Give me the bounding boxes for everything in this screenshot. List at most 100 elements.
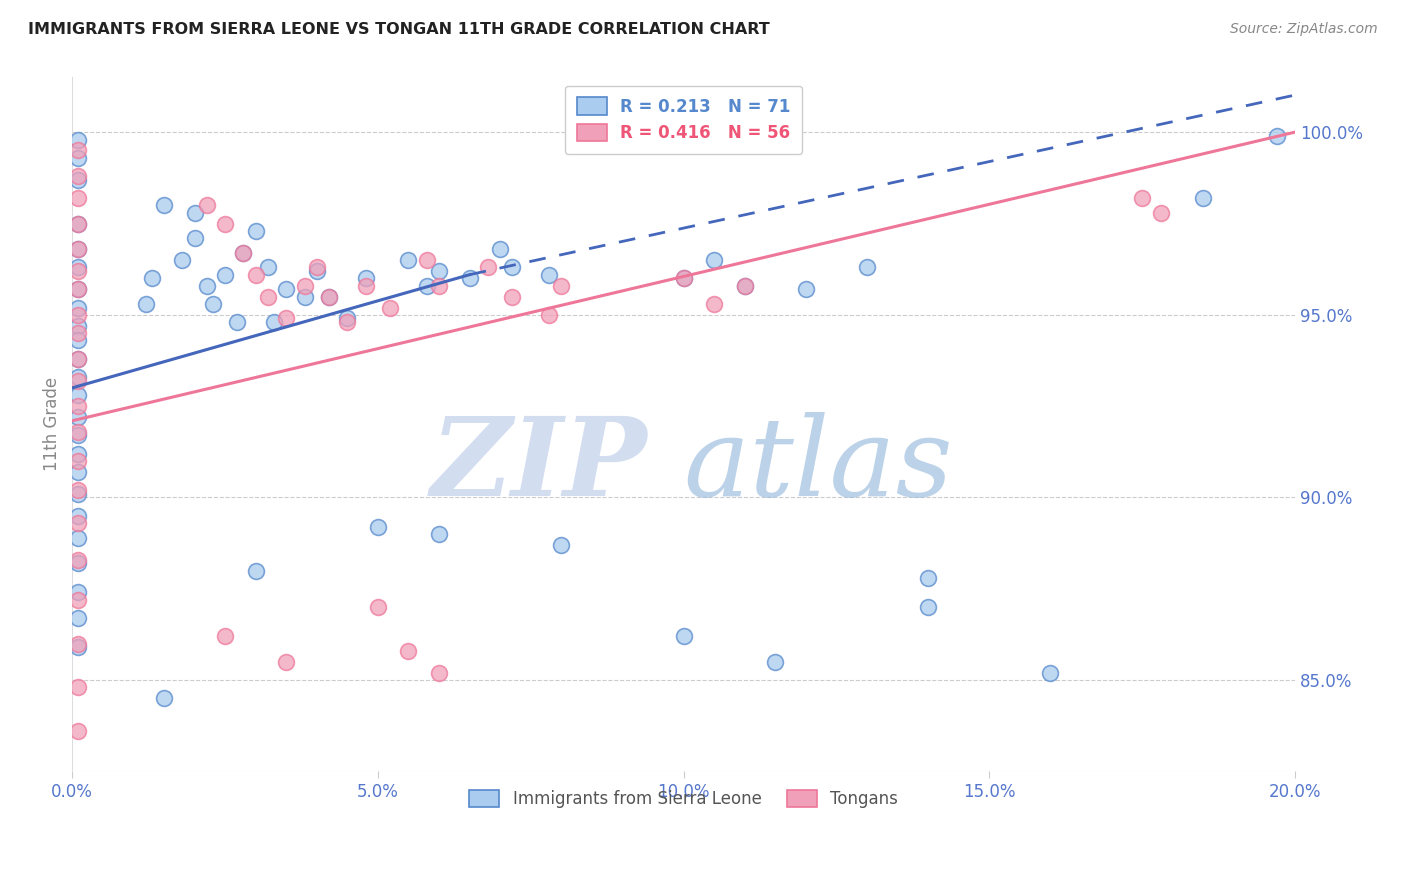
Point — [501, 289, 523, 303]
Point — [67, 636, 90, 650]
Point — [427, 665, 450, 680]
Point — [67, 585, 90, 599]
Point — [1192, 191, 1215, 205]
Point — [67, 681, 90, 695]
Point — [214, 217, 236, 231]
Point — [67, 132, 90, 146]
Point — [416, 253, 439, 268]
Legend: Immigrants from Sierra Leone, Tongans: Immigrants from Sierra Leone, Tongans — [463, 783, 904, 815]
Point — [427, 278, 450, 293]
Y-axis label: 11th Grade: 11th Grade — [44, 377, 60, 472]
Point — [232, 245, 254, 260]
Point — [67, 217, 90, 231]
Point — [67, 242, 90, 256]
Point — [67, 447, 90, 461]
Text: ZIP: ZIP — [430, 412, 647, 520]
Point — [67, 264, 90, 278]
Point — [276, 655, 298, 669]
Point — [67, 217, 90, 231]
Point — [195, 278, 218, 293]
Point — [416, 278, 439, 293]
Point — [67, 169, 90, 183]
Point — [67, 640, 90, 655]
Point — [141, 271, 163, 285]
Point — [276, 311, 298, 326]
Point — [354, 271, 377, 285]
Point — [214, 268, 236, 282]
Point — [501, 260, 523, 275]
Point — [67, 611, 90, 625]
Point — [67, 260, 90, 275]
Point — [67, 531, 90, 545]
Point — [427, 527, 450, 541]
Point — [318, 289, 340, 303]
Point — [398, 253, 420, 268]
Point — [294, 278, 316, 293]
Point — [67, 308, 90, 322]
Point — [672, 271, 695, 285]
Point — [367, 600, 389, 615]
Point — [1130, 191, 1153, 205]
Point — [67, 172, 90, 186]
Point — [703, 253, 725, 268]
Point — [183, 231, 205, 245]
Point — [67, 425, 90, 439]
Point — [550, 278, 572, 293]
Point — [214, 629, 236, 643]
Point — [67, 428, 90, 442]
Point — [67, 724, 90, 739]
Point — [458, 271, 481, 285]
Text: IMMIGRANTS FROM SIERRA LEONE VS TONGAN 11TH GRADE CORRELATION CHART: IMMIGRANTS FROM SIERRA LEONE VS TONGAN 1… — [28, 22, 770, 37]
Point — [734, 278, 756, 293]
Point — [794, 282, 817, 296]
Text: Source: ZipAtlas.com: Source: ZipAtlas.com — [1230, 22, 1378, 37]
Point — [67, 454, 90, 468]
Point — [245, 224, 267, 238]
Point — [67, 318, 90, 333]
Point — [257, 289, 280, 303]
Point — [263, 315, 285, 329]
Point — [67, 242, 90, 256]
Point — [135, 297, 157, 311]
Point — [226, 315, 249, 329]
Point — [67, 326, 90, 340]
Point — [67, 282, 90, 296]
Point — [538, 308, 561, 322]
Point — [195, 198, 218, 212]
Point — [245, 564, 267, 578]
Point — [172, 253, 194, 268]
Point — [201, 297, 224, 311]
Point — [153, 691, 176, 706]
Point — [67, 552, 90, 566]
Point — [67, 374, 90, 388]
Point — [67, 388, 90, 402]
Point — [703, 297, 725, 311]
Point — [67, 282, 90, 296]
Point — [672, 629, 695, 643]
Point — [67, 301, 90, 315]
Point — [67, 370, 90, 384]
Point — [153, 198, 176, 212]
Point — [67, 334, 90, 348]
Point — [672, 271, 695, 285]
Point — [367, 519, 389, 533]
Point — [67, 465, 90, 479]
Point — [305, 260, 328, 275]
Point — [427, 264, 450, 278]
Point — [856, 260, 879, 275]
Point — [477, 260, 499, 275]
Point — [294, 289, 316, 303]
Point — [354, 278, 377, 293]
Point — [550, 538, 572, 552]
Point — [183, 205, 205, 219]
Point — [917, 600, 939, 615]
Point — [305, 264, 328, 278]
Text: atlas: atlas — [683, 412, 953, 520]
Point — [538, 268, 561, 282]
Point — [67, 556, 90, 570]
Point — [336, 315, 359, 329]
Point — [276, 282, 298, 296]
Point — [67, 487, 90, 501]
Point — [734, 278, 756, 293]
Point — [232, 245, 254, 260]
